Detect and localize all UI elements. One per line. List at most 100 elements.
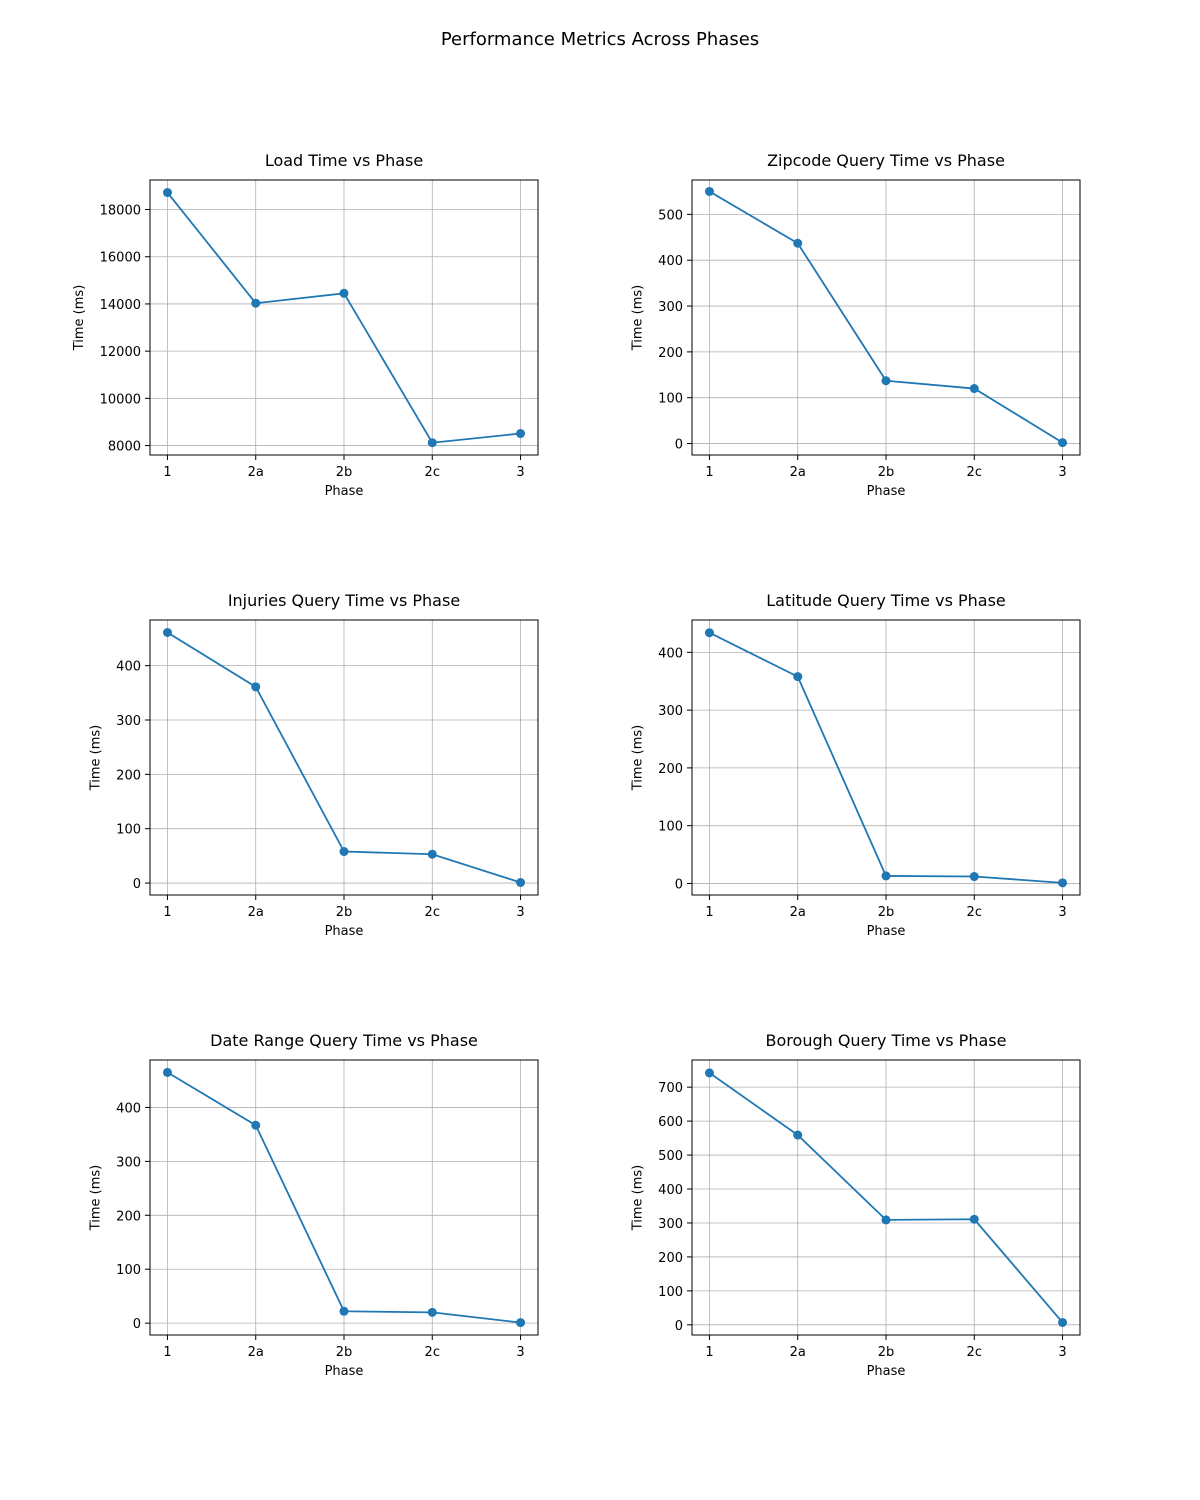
x-tick-label: 3 [1058,905,1066,920]
y-tick-label: 300 [116,714,141,729]
x-tick-label: 2a [248,1345,264,1360]
data-point [1058,1317,1068,1327]
data-point [1058,878,1068,888]
x-tick-label: 1 [705,905,713,920]
y-tick-label: 500 [658,208,683,223]
y-tick-label: 100 [116,1263,141,1278]
data-point [251,682,261,692]
y-axis-label: Time (ms) [630,725,645,792]
y-tick-label: 0 [675,438,683,453]
y-axis-label: Time (ms) [630,285,645,352]
x-axis-label: Phase [325,484,364,499]
y-tick-label: 200 [658,346,683,361]
data-point [162,1067,172,1077]
data-point [339,847,349,857]
y-tick-label: 0 [133,1317,141,1332]
subplot-title: Load Time vs Phase [265,151,423,170]
x-tick-label: 2a [790,465,806,480]
x-tick-label: 1 [705,1345,713,1360]
subplot-2: 1 2a 2b 2c 3 0 100 200 300 400 500 Zipcode Query Ti… [630,151,1081,499]
y-tick-label: 10000 [100,392,141,407]
y-tick-label: 600 [658,1115,683,1130]
y-tick-label: 0 [675,877,683,892]
x-tick-label: 3 [516,1345,524,1360]
x-tick-label: 3 [516,905,524,920]
subplot-grid: 1 2a 2b 2c 380001000012000140001600018000Loa… [72,151,1081,1379]
data-point [162,628,172,637]
data-point [516,429,526,439]
x-tick-label: 2a [248,905,264,920]
y-tick-label: 200 [116,1209,141,1224]
subplot-title: Zipcode Query Time vs Phase [767,151,1005,170]
data-point [881,1215,891,1225]
x-tick-label: 2b [336,465,353,480]
y-tick-label: 100 [116,823,141,838]
data-point [251,298,261,308]
data-point [516,1318,526,1328]
data-point [704,1068,714,1078]
data-point [793,672,803,682]
x-tick-label: 2c [967,1345,982,1360]
x-tick-label: 2b [878,465,895,480]
x-tick-label: 2a [248,465,264,480]
x-tick-label: 2b [336,1345,353,1360]
data-point [1058,438,1068,448]
data-point [793,238,803,248]
subplot-3: 1 2a 2b 2c 3 0 100 200 300 400 Injuries Query Time… [88,591,539,939]
y-tick-label: 400 [658,646,683,661]
y-tick-label: 300 [658,300,683,315]
y-tick-label: 12000 [100,345,141,360]
x-tick-label: 2a [790,905,806,920]
y-tick-label: 18000 [100,204,141,219]
x-tick-label: 3 [516,465,524,480]
y-tick-label: 14000 [100,298,141,313]
x-tick-label: 2b [336,905,353,920]
subplot-4: 1 2a 2b 2c 3 0 100 200 300 400 Latitude Query Time… [630,591,1081,939]
y-tick-label: 200 [658,762,683,777]
x-axis-label: Phase [867,484,906,499]
y-tick-label: 0 [675,1319,683,1334]
data-point [881,376,891,386]
data-point [881,871,891,881]
x-axis-label: Phase [867,924,906,939]
subplot-title: Borough Query Time vs Phase [766,1031,1007,1050]
data-point [969,1214,979,1224]
y-tick-label: 400 [116,660,141,675]
data-point [339,288,349,298]
y-tick-label: 200 [658,1251,683,1266]
x-tick-label: 2c [425,465,440,480]
x-tick-label: 1 [163,1345,171,1360]
y-tick-label: 0 [133,877,141,892]
x-tick-label: 2c [967,905,982,920]
y-tick-label: 300 [658,1217,683,1232]
data-point [704,628,714,638]
data-point [162,188,172,198]
y-tick-label: 100 [658,820,683,835]
data-point [516,878,526,887]
y-tick-label: 8000 [108,440,141,455]
x-axis-label: Phase [325,1364,364,1379]
x-tick-label: 3 [1058,465,1066,480]
y-axis-label: Time (ms) [630,1165,645,1232]
x-tick-label: 2c [425,1345,440,1360]
x-tick-label: 3 [1058,1345,1066,1360]
data-point [704,186,714,196]
data-point [427,849,437,859]
data-point [969,872,979,882]
subplot-title: Injuries Query Time vs Phase [228,591,460,610]
x-tick-label: 2c [425,905,440,920]
data-point [427,438,437,448]
x-tick-label: 1 [163,465,171,480]
figure-title: Performance Metrics Across Phases [441,29,759,50]
x-axis-label: Phase [325,924,364,939]
y-tick-label: 400 [658,254,683,269]
y-tick-label: 300 [658,704,683,719]
y-tick-label: 400 [116,1101,141,1116]
y-tick-label: 100 [658,1285,683,1300]
y-axis-label: Time (ms) [88,725,103,792]
y-tick-label: 500 [658,1149,683,1164]
x-tick-label: 1 [163,905,171,920]
data-point [427,1307,437,1317]
y-tick-label: 16000 [100,251,141,266]
